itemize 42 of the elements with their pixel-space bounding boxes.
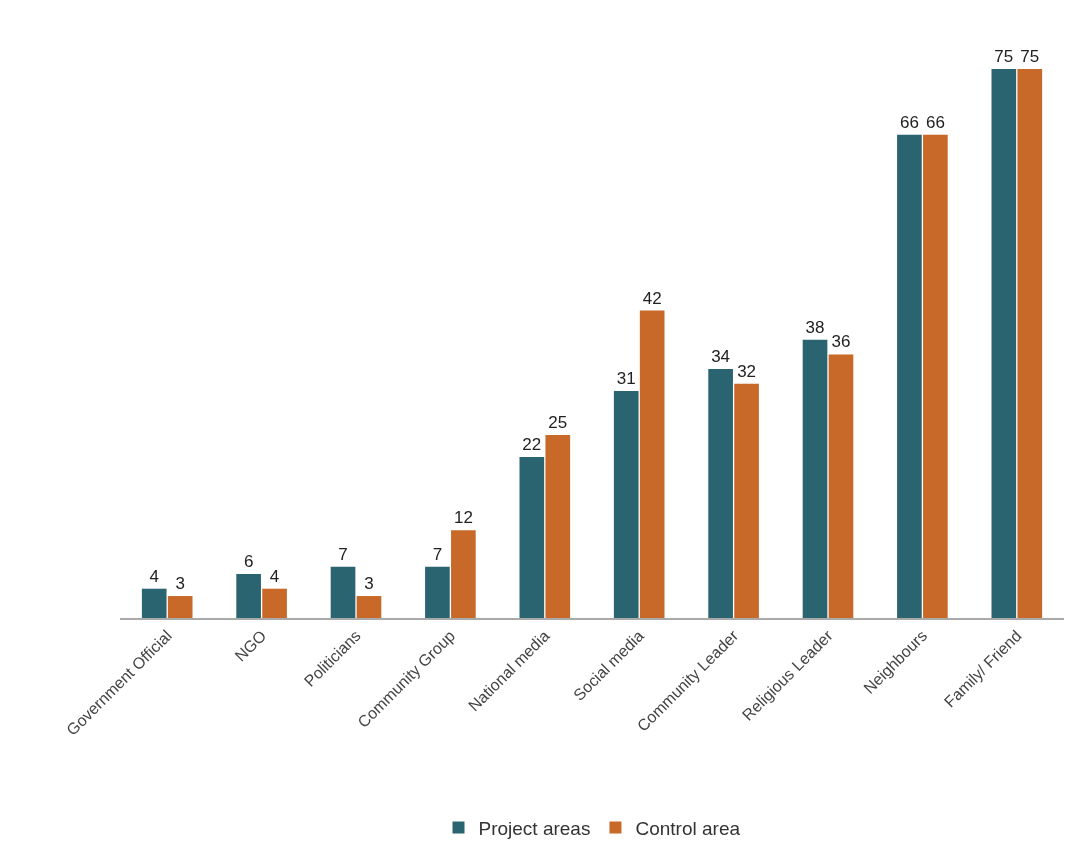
data-label: 3 — [175, 574, 185, 594]
bar — [425, 566, 450, 618]
data-label: 66 — [925, 112, 945, 132]
data-label: 4 — [149, 566, 159, 586]
bar — [613, 391, 639, 618]
data-label: 34 — [711, 347, 731, 367]
bar — [167, 596, 193, 618]
bar — [897, 134, 922, 618]
bar — [991, 68, 1017, 618]
data-label: 22 — [522, 434, 542, 454]
bar — [639, 310, 665, 618]
bar — [451, 530, 476, 618]
bar — [828, 354, 854, 618]
data-label: 36 — [831, 332, 851, 352]
bar — [236, 574, 261, 618]
data-label: 4 — [269, 566, 280, 586]
data-label: 12 — [453, 508, 473, 528]
bar — [1017, 68, 1043, 618]
bar — [545, 434, 571, 618]
data-label: 6 — [243, 552, 254, 572]
legend-label: Project areas — [478, 818, 591, 839]
bar — [734, 383, 759, 618]
bar — [802, 339, 828, 618]
data-label: 75 — [1020, 46, 1040, 66]
bar — [519, 456, 545, 618]
data-label: 7 — [432, 544, 443, 564]
bar — [708, 369, 733, 618]
data-label: 31 — [616, 369, 636, 389]
data-label: 75 — [994, 46, 1014, 66]
bar — [330, 566, 356, 618]
data-label: 42 — [642, 288, 662, 308]
bar — [923, 134, 948, 618]
data-label: 25 — [548, 412, 568, 432]
legend-label: Control area — [635, 818, 741, 839]
data-label: 7 — [338, 544, 348, 564]
data-label: 32 — [737, 361, 757, 381]
bar — [356, 596, 382, 618]
bar — [141, 588, 167, 618]
data-label: 3 — [364, 574, 374, 594]
data-label: 38 — [805, 317, 825, 337]
data-label: 66 — [899, 112, 919, 132]
bar — [262, 588, 287, 618]
